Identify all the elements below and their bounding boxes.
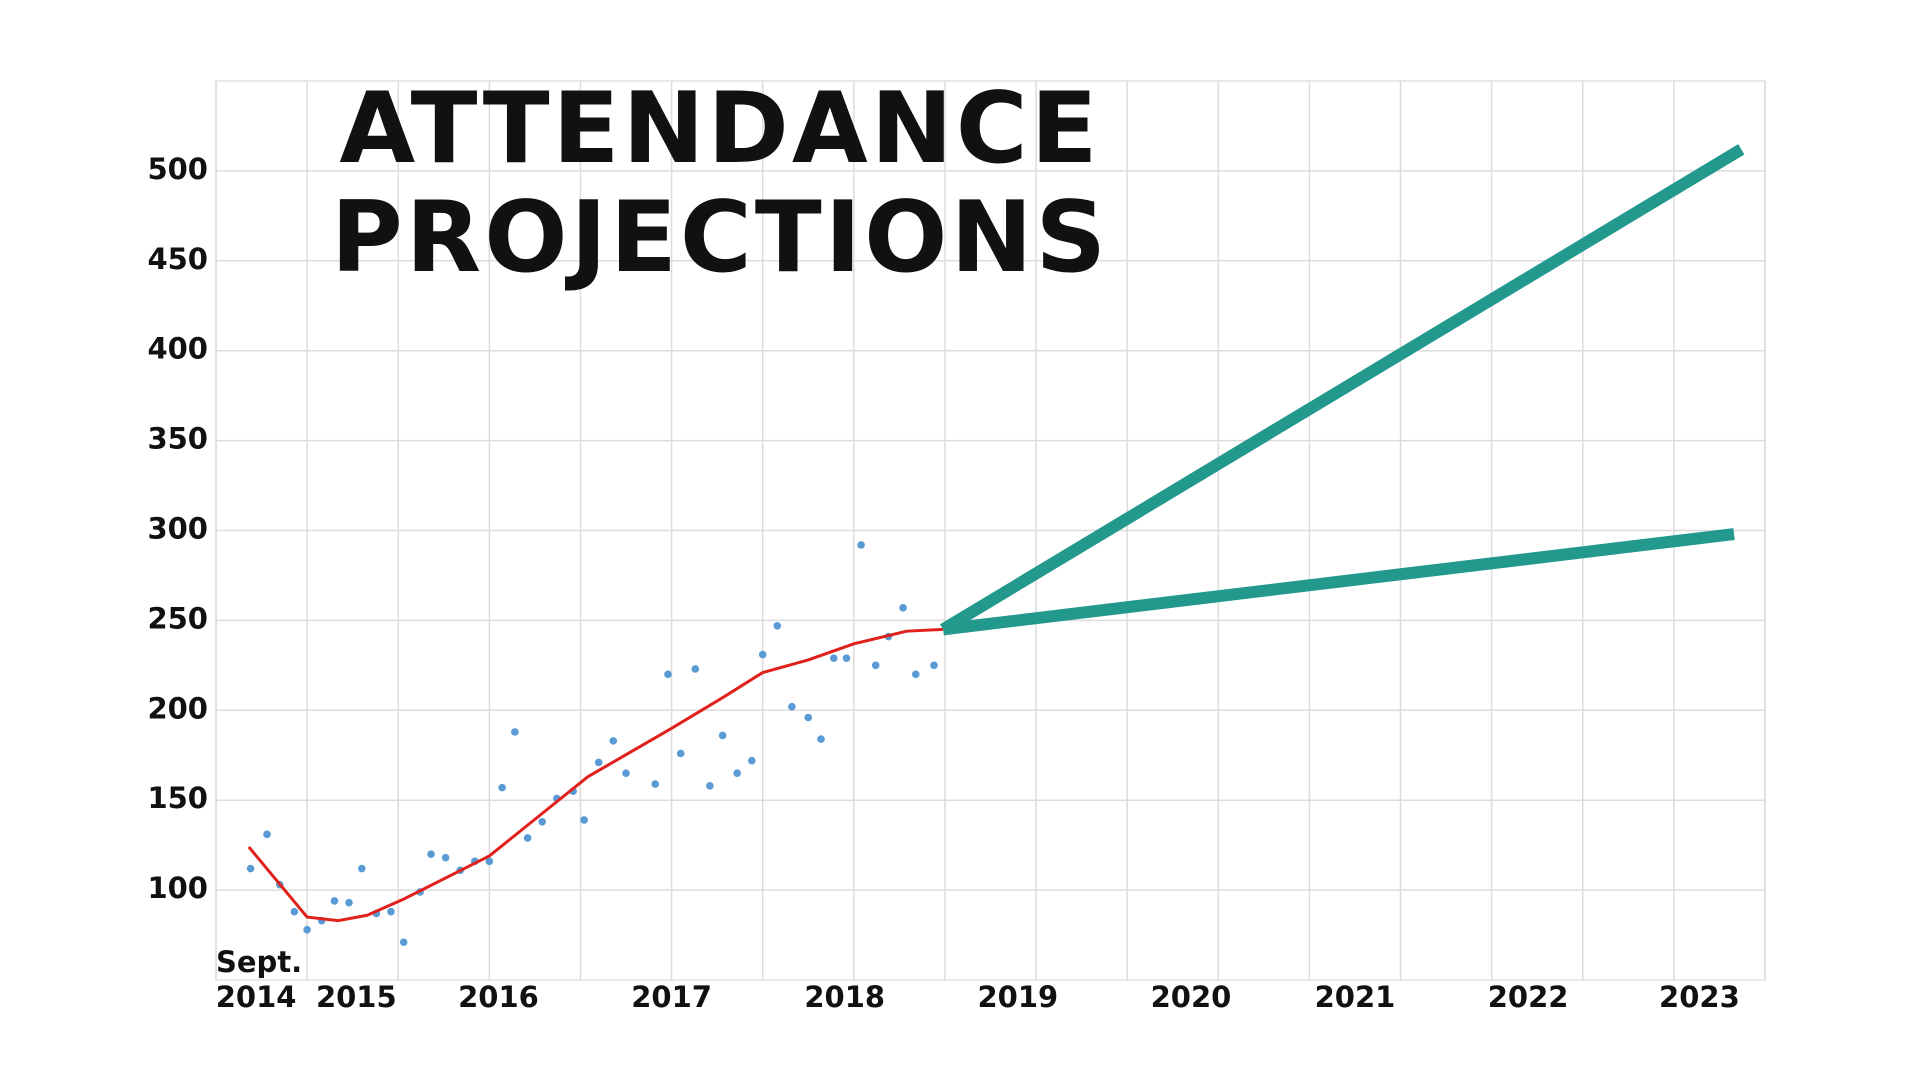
point bbox=[829, 654, 838, 662]
point bbox=[330, 897, 339, 905]
point bbox=[773, 621, 782, 630]
point bbox=[511, 728, 519, 736]
trend-line bbox=[247, 627, 944, 923]
chart-title: PROJECTIONS bbox=[331, 181, 1109, 295]
point bbox=[441, 853, 450, 862]
y-tick-label: 150 bbox=[147, 781, 208, 815]
x-tick-label: 2022 bbox=[1488, 980, 1569, 1014]
point bbox=[733, 769, 741, 778]
point bbox=[651, 780, 659, 788]
x-tick-label: 2017 bbox=[631, 980, 712, 1014]
point bbox=[580, 816, 588, 824]
y-tick-label: 450 bbox=[147, 242, 208, 276]
point bbox=[485, 857, 494, 866]
y-tick-label: 250 bbox=[147, 601, 208, 635]
point bbox=[523, 834, 532, 842]
point bbox=[609, 737, 618, 745]
point bbox=[871, 661, 880, 670]
point bbox=[263, 830, 271, 839]
point bbox=[664, 670, 672, 679]
point bbox=[594, 758, 603, 767]
point bbox=[817, 735, 825, 743]
point bbox=[842, 654, 851, 662]
point bbox=[899, 604, 907, 612]
y-tick-label: 200 bbox=[147, 691, 208, 725]
point bbox=[706, 782, 714, 790]
point bbox=[357, 864, 366, 873]
x-tick-label: 2020 bbox=[1151, 980, 1232, 1014]
grid: 100 150 200 250 300 350 400 450 500 2014 2015 2016 2… bbox=[147, 80, 1766, 1014]
point bbox=[387, 907, 395, 916]
point bbox=[718, 731, 727, 740]
x-tick-label: 2018 bbox=[804, 980, 885, 1014]
point bbox=[747, 756, 756, 765]
projection-line bbox=[942, 528, 1735, 636]
y-tick-label: 100 bbox=[147, 871, 208, 905]
point bbox=[427, 850, 435, 858]
x-tick-label: 2015 bbox=[316, 980, 397, 1014]
point bbox=[345, 898, 353, 907]
point bbox=[911, 670, 920, 679]
chart-title: ATTENDANCE bbox=[339, 72, 1100, 186]
point bbox=[290, 907, 299, 916]
projection-line bbox=[940, 144, 1745, 635]
y-tick-label: 500 bbox=[147, 152, 208, 186]
x-tick-label: 2016 bbox=[458, 980, 539, 1014]
y-tick-label: 400 bbox=[147, 332, 208, 366]
point bbox=[498, 783, 506, 792]
y-tick-label: 350 bbox=[147, 422, 208, 456]
point bbox=[788, 702, 796, 711]
x-tick-label: 2014 bbox=[216, 980, 297, 1014]
point bbox=[246, 864, 255, 873]
point bbox=[676, 749, 685, 758]
point bbox=[930, 661, 938, 670]
point bbox=[857, 541, 865, 549]
point bbox=[758, 650, 767, 659]
marks bbox=[246, 144, 1745, 947]
x-tick-label: 2019 bbox=[977, 980, 1058, 1014]
x-tick-label: 2023 bbox=[1659, 980, 1740, 1014]
point bbox=[691, 665, 700, 673]
point bbox=[804, 713, 813, 722]
point bbox=[538, 817, 547, 826]
point bbox=[622, 769, 630, 778]
y-tick-label: 300 bbox=[147, 512, 208, 546]
point bbox=[303, 925, 311, 934]
annotation: Sept. bbox=[216, 945, 302, 979]
point bbox=[399, 938, 408, 947]
x-tick-label: 2021 bbox=[1315, 980, 1396, 1014]
